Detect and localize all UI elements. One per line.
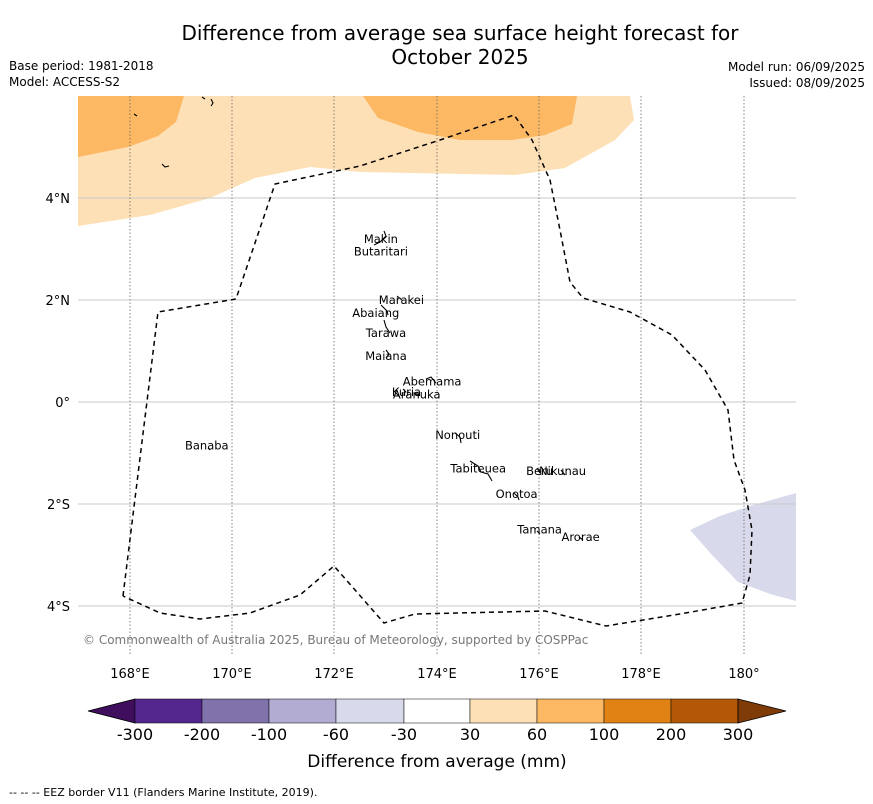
place-label-aranuka: Aranuka bbox=[393, 387, 441, 401]
place-label-nonouti: Nonouti bbox=[435, 428, 480, 442]
colorbar-tick: -200 bbox=[184, 725, 220, 744]
lon-tick-label: 168°E bbox=[110, 667, 150, 682]
lon-tick-label: 170°E bbox=[212, 667, 252, 682]
lon-tick-label: 180° bbox=[728, 667, 759, 682]
map-title-line2: October 2025 bbox=[391, 45, 529, 69]
colorbar-extend-high bbox=[737, 698, 787, 724]
place-label-kuria: Kuria bbox=[392, 385, 421, 399]
issued-date: Issued: 08/09/2025 bbox=[749, 76, 865, 90]
place-label-butaritari: Butaritari bbox=[354, 245, 408, 259]
place-label-onotoa: Onotoa bbox=[496, 487, 538, 501]
colorbar-label: Difference from average (mm) bbox=[307, 752, 566, 772]
colorbar-tick: 30 bbox=[460, 725, 480, 744]
lat-tick-label: 2°S bbox=[47, 498, 70, 513]
place-label-abemama: Abemama bbox=[403, 375, 462, 389]
lat-tick-label: 2°N bbox=[46, 294, 71, 309]
place-label-tabiteuea: Tabiteuea bbox=[449, 461, 506, 475]
place-label-tarawa: Tarawa bbox=[365, 326, 406, 340]
lat-tick-label: 4°S bbox=[47, 600, 70, 615]
island-shapes bbox=[133, 96, 584, 541]
place-label-banaba: Banaba bbox=[185, 438, 229, 452]
colorbar-segment bbox=[335, 698, 405, 724]
place-label-makin: Makin bbox=[364, 232, 398, 246]
colorbar-segment bbox=[603, 698, 672, 724]
lat-tick-label: 0° bbox=[55, 396, 70, 411]
colorbar-segment bbox=[469, 698, 538, 724]
colorbar-tick: 100 bbox=[589, 725, 620, 744]
anomaly-region-60-100-east bbox=[363, 96, 577, 140]
copyright-notice: © Commonwealth of Australia 2025, Bureau… bbox=[83, 633, 588, 647]
colorbar-tick: -300 bbox=[117, 725, 153, 744]
colorbar-tick: -100 bbox=[251, 725, 287, 744]
lon-tick-label: 178°E bbox=[621, 667, 661, 682]
anomaly-region-minus60-minus30 bbox=[690, 493, 796, 601]
anomaly-region-60-100-west bbox=[78, 96, 184, 157]
lat-tick-label: 4°N bbox=[46, 192, 71, 207]
colorbar-segment bbox=[134, 698, 203, 724]
colorbar-extend-low bbox=[87, 698, 136, 724]
latitude-tick-labels: 4°N 2°N 0° 2°S 4°S bbox=[46, 192, 71, 615]
eez-footnote: -- -- -- EEZ border V11 (Flanders Marine… bbox=[9, 786, 318, 799]
place-label-maiana: Maiana bbox=[365, 349, 407, 363]
model-name: Model: ACCESS-S2 bbox=[9, 75, 121, 89]
place-label-abaiang: Abaiang bbox=[352, 306, 399, 320]
longitude-tick-labels: 168°E 170°E 172°E 174°E 176°E 178°E 180° bbox=[110, 667, 759, 682]
lon-tick-label: 176°E bbox=[519, 667, 559, 682]
colorbar-segment bbox=[536, 698, 605, 724]
place-label-marakei: Marakei bbox=[379, 293, 424, 307]
colorbar-segment bbox=[268, 698, 337, 724]
place-label-beru: Beru bbox=[526, 464, 553, 478]
colorbar-tick: 300 bbox=[723, 725, 754, 744]
lon-tick-label: 172°E bbox=[314, 667, 354, 682]
base-period: Base period: 1981-2018 bbox=[9, 59, 154, 73]
colorbar-segment bbox=[403, 698, 471, 724]
colorbar-tick: 60 bbox=[527, 725, 547, 744]
place-label-nikunau: Nikunau bbox=[539, 464, 586, 478]
place-label-arorae: Arorae bbox=[561, 530, 599, 544]
colorbar-segment bbox=[201, 698, 270, 724]
colorbar-tick: -60 bbox=[323, 725, 349, 744]
place-label-tamana: Tamana bbox=[516, 523, 562, 537]
colorbar-tick: 200 bbox=[656, 725, 687, 744]
colorbar-tick: -30 bbox=[391, 725, 417, 744]
longitude-gridlines bbox=[129, 96, 745, 656]
lon-tick-label: 174°E bbox=[417, 667, 457, 682]
colorbar-segment bbox=[670, 698, 739, 724]
model-run: Model run: 06/09/2025 bbox=[727, 60, 865, 74]
map-title-line1: Difference from average sea surface heig… bbox=[181, 21, 739, 45]
eez-border bbox=[122, 114, 753, 627]
colorbar: -300 -200 -100 -60 -30 30 60 100 200 300… bbox=[87, 698, 787, 772]
